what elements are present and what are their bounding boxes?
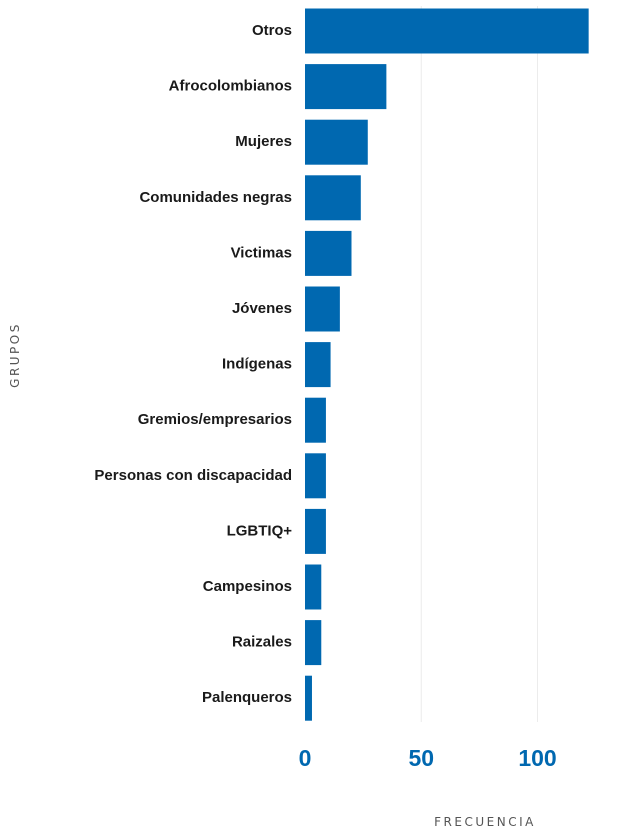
- category-label: Campesinos: [203, 578, 292, 595]
- bar[interactable]: [305, 620, 321, 665]
- x-axis-title: FRECUENCIA: [434, 815, 536, 829]
- bar[interactable]: [305, 64, 386, 109]
- bar[interactable]: [305, 175, 361, 220]
- x-tick-label: 100: [518, 745, 556, 771]
- category-label: Comunidades negras: [139, 189, 292, 206]
- category-label: Gremios/empresarios: [138, 411, 292, 428]
- category-label: Indígenas: [222, 356, 292, 373]
- category-label: Mujeres: [235, 133, 292, 150]
- category-label: Palenqueros: [202, 689, 292, 706]
- category-label: Raizales: [232, 634, 292, 651]
- bar[interactable]: [305, 231, 352, 276]
- bar[interactable]: [305, 120, 368, 165]
- bar[interactable]: [305, 509, 326, 554]
- category-label: LGBTIQ+: [227, 522, 293, 539]
- category-labels: Otros Afrocolombianos Mujeres Comunidades n…: [94, 22, 292, 706]
- category-label: Personas con discapacidad: [94, 467, 292, 484]
- x-tick-label: 50: [408, 745, 434, 771]
- bar[interactable]: [305, 676, 312, 721]
- bar[interactable]: [305, 9, 589, 54]
- x-tick-labels: 0 50 100: [299, 745, 557, 771]
- category-label: Victimas: [231, 244, 292, 261]
- bar[interactable]: [305, 398, 326, 443]
- bar[interactable]: [305, 565, 321, 610]
- bar[interactable]: [305, 342, 331, 387]
- bar[interactable]: [305, 453, 326, 498]
- category-label: Otros: [252, 22, 292, 39]
- x-tick-label: 0: [299, 745, 312, 771]
- category-label: Afrocolombianos: [169, 78, 292, 95]
- grid-lines: [421, 6, 537, 722]
- bars: [305, 9, 589, 721]
- category-label: Jóvenes: [232, 300, 292, 317]
- y-axis-title: GRUPOS: [8, 322, 22, 388]
- bar[interactable]: [305, 287, 340, 332]
